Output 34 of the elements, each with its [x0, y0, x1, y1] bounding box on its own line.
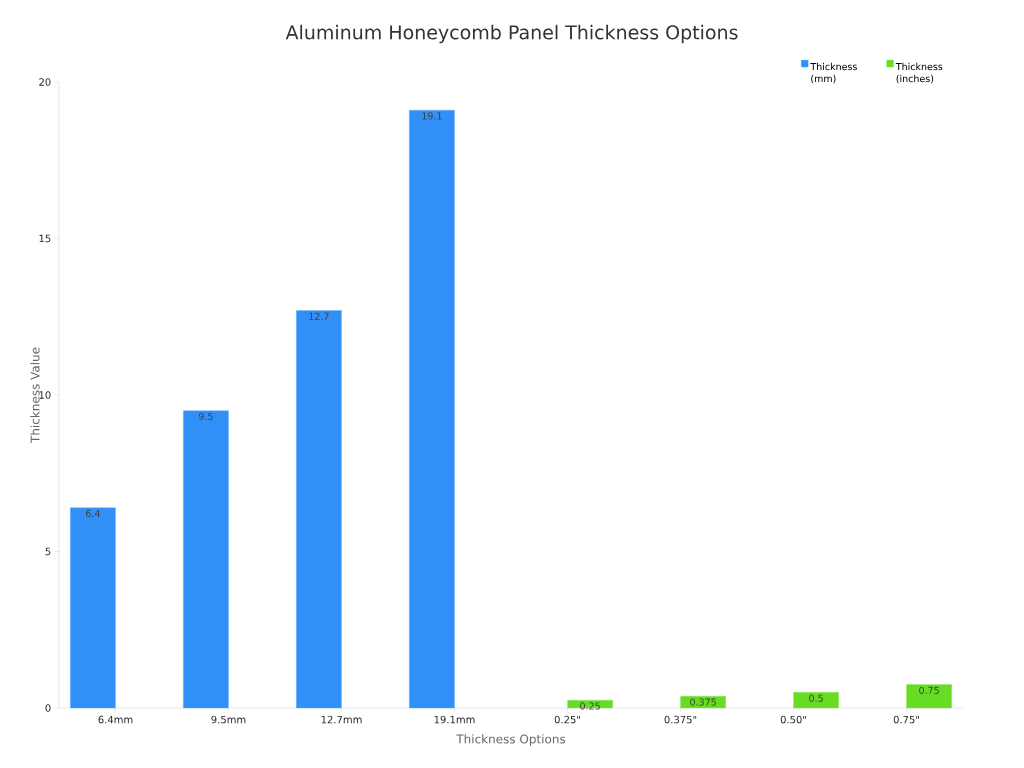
- data-label: 0.375: [690, 698, 716, 706]
- x-tick-label: 0.75": [893, 715, 919, 724]
- y-tick-label: 20: [39, 78, 51, 86]
- data-label: 0.75: [919, 686, 939, 694]
- y-axis-title: Thickness Value: [30, 347, 40, 444]
- x-tick-label: 12.7mm: [321, 715, 362, 724]
- bar: [906, 684, 952, 709]
- bar: [409, 109, 455, 709]
- y-tick-label: 15: [39, 234, 51, 243]
- x-tick-label: 0.375": [664, 715, 697, 724]
- bar: [680, 696, 726, 709]
- x-tick-label: 19.1mm: [434, 715, 475, 724]
- bar: [567, 699, 613, 709]
- bar: [183, 410, 229, 709]
- x-axis-title: Thickness Options: [456, 734, 566, 746]
- x-tick-label: 0.25": [554, 715, 580, 724]
- y-tick-label: 10: [39, 391, 51, 399]
- data-label: 0.25: [580, 702, 600, 710]
- legend-label: Thickness (mm): [810, 62, 857, 84]
- data-label: 9.5: [198, 412, 213, 421]
- legend-label: Thickness (inches): [895, 62, 943, 84]
- bar: [793, 692, 839, 709]
- data-label: 12.7: [309, 312, 329, 320]
- x-tick-label: 9.5mm: [211, 715, 246, 724]
- data-label: 6.4: [86, 509, 100, 518]
- bar: [296, 310, 342, 709]
- x-tick-label: 0.50": [780, 715, 806, 724]
- data-label: 0.5: [809, 694, 823, 702]
- y-tick-label: 0: [45, 704, 51, 712]
- chart-title: Aluminum Honeycomb Panel Thickness Options: [285, 24, 738, 44]
- data-label: 19.1: [422, 112, 442, 120]
- bar: [70, 507, 116, 709]
- x-tick-label: 6.4mm: [98, 715, 133, 724]
- y-tick-label: 5: [45, 547, 51, 556]
